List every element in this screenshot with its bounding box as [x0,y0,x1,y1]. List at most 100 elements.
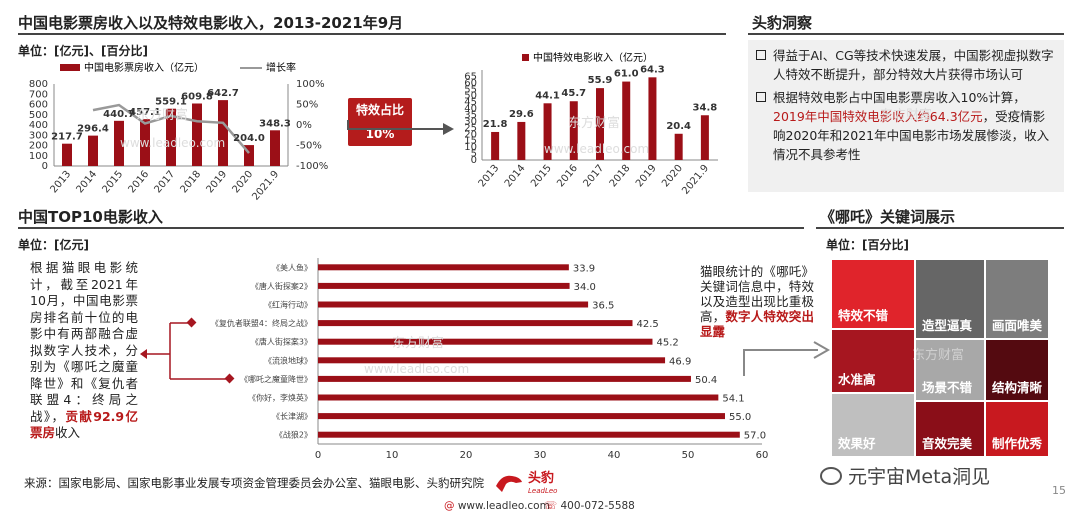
data-label: 33.9 [573,263,595,274]
watermark-cn: 东方财富 [912,348,965,363]
data-label: 29.6 [509,109,534,120]
legend-label: 中国特效电影收入（亿元） [533,51,653,64]
legend-swatch [60,64,80,71]
source-badge: 元宇宙Meta洞见 [820,462,990,489]
category-label: 《流浪地球》 [264,355,312,365]
y-tick-label: 600 [29,100,48,111]
x-tick-label: 2017 [153,169,178,196]
x-tick-label: 2017 [582,163,607,190]
wechat-icon [820,466,842,485]
x-tick-label: 10 [386,450,399,461]
bar [517,121,526,160]
bar [88,135,98,166]
insight-rule [748,33,1064,35]
top10-highlight: 贡献92.9亿票房 [30,408,138,441]
y-tick-label: 700 [29,89,48,100]
page-number: 15 [1052,484,1066,497]
watermark-url: www.leadleo.com [544,142,650,156]
x-tick-label: 40 [608,450,621,461]
top10-unit: 单位：[亿元] [18,238,89,252]
y-tick-label: 20 [464,129,477,140]
data-label: 21.8 [483,119,508,130]
category-label: 《美人鱼》 [272,262,312,272]
bar [318,264,569,271]
insight-item: 根据特效电影占中国电影票房收入10%计算，2019年中国特效电影收入约64.3亿… [756,88,1056,164]
checkbox-icon [756,92,766,102]
y-right-tick-label: 50% [296,100,318,111]
category-label: 《哪吒之魔童降世》 [240,374,312,384]
y-tick-label: 30 [464,116,477,127]
keyword-arrow [743,341,831,376]
bar [318,338,653,345]
category-label: 《复仇者联盟4：终局之战》 [211,318,312,328]
box-office-title: 中国电影票房收入以及特效电影收入，2013-2021年9月 [18,14,404,32]
top10-title: 中国TOP10电影收入 [18,208,163,226]
insight-panel: 得益于AI、CG等技术快速发展，中国影视虚拟数字人特效不断提升，部分特效大片获得… [748,40,1064,192]
watermark-cn: 东方财富 [136,108,189,123]
bar [648,77,657,160]
bar [674,133,683,160]
bar [244,145,254,166]
x-tick-label: 2019 [634,163,659,190]
top10-rule [18,227,804,229]
x-tick-label: 2014 [503,163,528,190]
box-office-chart: 中国电影票房收入（亿元） 增长率 0100200300400500600700800… [29,61,328,203]
x-tick-label: 2018 [179,169,204,196]
x-tick-label: 2015 [101,169,126,196]
data-label: 204.0 [233,133,265,144]
x-tick-label: 60 [756,450,769,461]
data-label: 609.8 [181,91,213,102]
keyword-treemap: 特效不错 造型逼真 画面唯美 水准高 场景不错 结构清晰 效果好 音效完美 制作… [832,260,1048,456]
site-link[interactable]: @ www.leadleo.com [444,500,550,512]
y-tick-label: 60 [464,78,477,89]
y-tick-label: 35 [464,110,477,121]
keyword-cell: 造型逼真 [916,260,984,338]
y-tick-label: 45 [464,97,477,108]
at-icon: @ [444,500,455,512]
category-label: 《战狼2》 [275,430,312,440]
keyword-highlight: 数字人特效突出显露 [700,309,814,339]
top10-explanation: 根据猫眼电影统计，截至2021年10月，中国电影票房排名前十位的电影中有两部融合… [30,260,138,441]
data-label: 45.2 [656,338,678,349]
bar [569,101,578,160]
x-tick-label: 2021.9 [680,163,711,197]
x-tick-label: 2021.9 [250,169,281,203]
y-tick-label: 15 [464,136,477,147]
x-tick-label: 2018 [608,163,633,190]
data-label: 42.5 [637,319,659,330]
phone-number: ☏ 400-072-5588 [544,500,635,512]
leopard-logo-icon [496,475,522,492]
data-label: 64.3 [640,64,665,75]
y-right-tick-label: -100% [296,161,328,172]
insight-title: 头豹洞察 [752,14,813,32]
x-tick-label: 30 [534,450,547,461]
y-tick-label: 400 [29,120,48,131]
legend-label: 中国电影票房收入（亿元） [84,61,204,74]
legend-swatch [522,54,529,61]
bar [192,103,202,166]
data-label: 559.1 [155,97,187,108]
data-label: 34.0 [574,282,596,293]
bar [318,431,740,438]
x-tick-label: 2020 [660,163,685,190]
keyword-rule [816,227,1064,229]
bar [543,103,552,160]
bar [318,357,666,364]
bar [596,88,604,160]
source-note: 来源：国家电影局、国家电影事业发展专项资金管理委员会办公室、猫眼电影、头豹研究院 [24,476,484,490]
bar [318,320,633,327]
x-tick-label: 2019 [205,169,230,196]
keyword-cell: 音效完美 [916,402,984,456]
data-label: 348.3 [259,118,291,129]
x-tick-label: 2015 [529,163,554,190]
insight-text-2: 根据特效电影占中国电影票房收入10%计算，2019年中国特效电影收入约64.3亿… [773,90,1050,162]
growth-line [92,103,250,154]
x-tick-label: 2020 [231,169,256,196]
watermark-cn: 东方财富 [392,336,445,351]
data-label: 457.1 [129,107,161,118]
y-tick-label: 200 [29,141,48,152]
data-label: 44.1 [535,90,560,101]
y-tick-label: 55 [464,84,477,95]
bar [700,115,709,160]
data-label: 45.7 [561,88,586,99]
